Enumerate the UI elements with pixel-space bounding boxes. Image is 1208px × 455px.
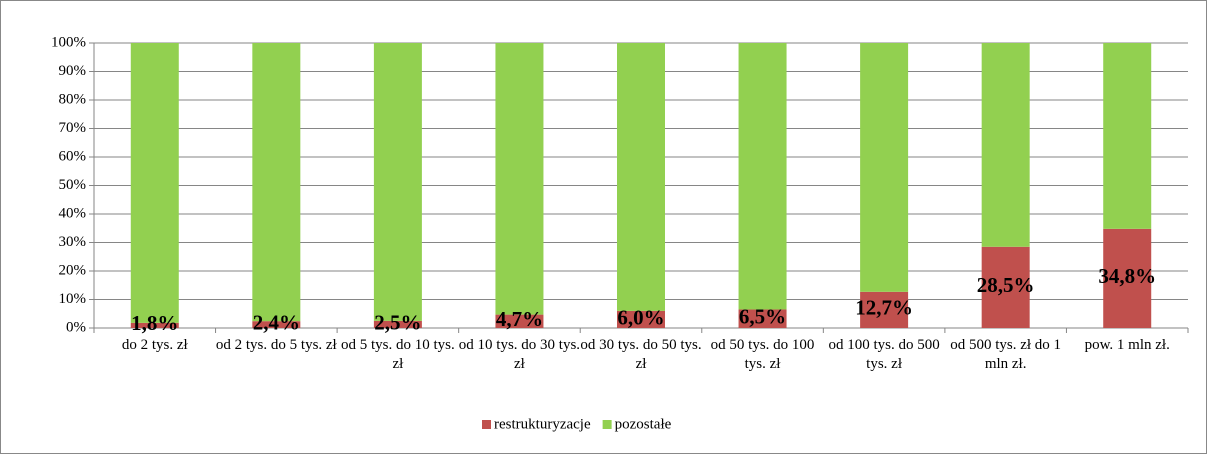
bar-segment [252, 321, 301, 328]
data-label: 2,4% [253, 310, 300, 334]
bar-segment [373, 320, 422, 328]
data-label: 28,5% [977, 273, 1035, 297]
x-tick-label: pow. 1 mln zł. [1084, 337, 1170, 353]
bar-segment [860, 43, 909, 292]
x-tick-label: od 100 tys. do 500 tys. zł [828, 337, 940, 372]
legend-label: restrukturyzacje [494, 416, 591, 432]
bar-segment [130, 43, 179, 323]
data-label: 6,0% [617, 305, 664, 329]
legend-label: pozostałe [615, 416, 672, 432]
legend-swatch [602, 420, 612, 429]
legend-swatch [482, 420, 491, 429]
x-tick-label: do 2 tys. zł [121, 337, 188, 353]
bar-segment [860, 291, 909, 328]
y-tick-label: 60% [59, 148, 87, 164]
y-tick-label: 100% [51, 34, 86, 50]
bar-segment [130, 322, 179, 328]
bar-segment [617, 310, 665, 328]
bar-segment [1103, 228, 1152, 328]
bar-segment [738, 309, 787, 328]
y-tick-label: 10% [59, 291, 87, 307]
bar-segment [617, 43, 665, 311]
x-tick-label: od 50 tys. do 100 tys. zł [710, 337, 815, 372]
y-tick-label: 0% [66, 319, 86, 335]
bar-segment [1103, 43, 1152, 229]
y-tick-label: 90% [59, 63, 87, 79]
data-label: 2,5% [374, 310, 421, 334]
bar-segment [495, 43, 544, 315]
data-label: 4,7% [496, 307, 543, 331]
x-tick-label: od 5 tys. do 10 tys. zł [341, 337, 455, 372]
bar-segment [495, 314, 544, 328]
x-tick-label: od 30 tys. do 50 tys. zł [580, 337, 702, 372]
bar-segment [981, 43, 1030, 247]
x-tick-label: od 2 tys. do 5 tys. zł [215, 337, 337, 353]
y-tick-label: 20% [59, 262, 87, 278]
bar-segment [738, 43, 787, 310]
y-tick-label: 50% [59, 177, 87, 193]
y-tick-label: 30% [59, 234, 87, 250]
data-label: 34,8% [1098, 264, 1156, 288]
y-tick-label: 40% [59, 205, 87, 221]
bar-segment [252, 43, 301, 322]
bar-segment [373, 43, 422, 321]
data-label: 12,7% [855, 296, 913, 320]
x-tick-label: od 10 tys. do 30 tys. zł [458, 337, 581, 372]
data-label: 1,8% [131, 311, 178, 335]
bar-segment [981, 246, 1030, 328]
y-tick-label: 80% [59, 91, 87, 107]
data-label: 6,5% [739, 305, 786, 329]
x-tick-label: od 500 tys. zł do 1 mln zł. [950, 337, 1062, 372]
y-tick-label: 70% [59, 120, 87, 136]
